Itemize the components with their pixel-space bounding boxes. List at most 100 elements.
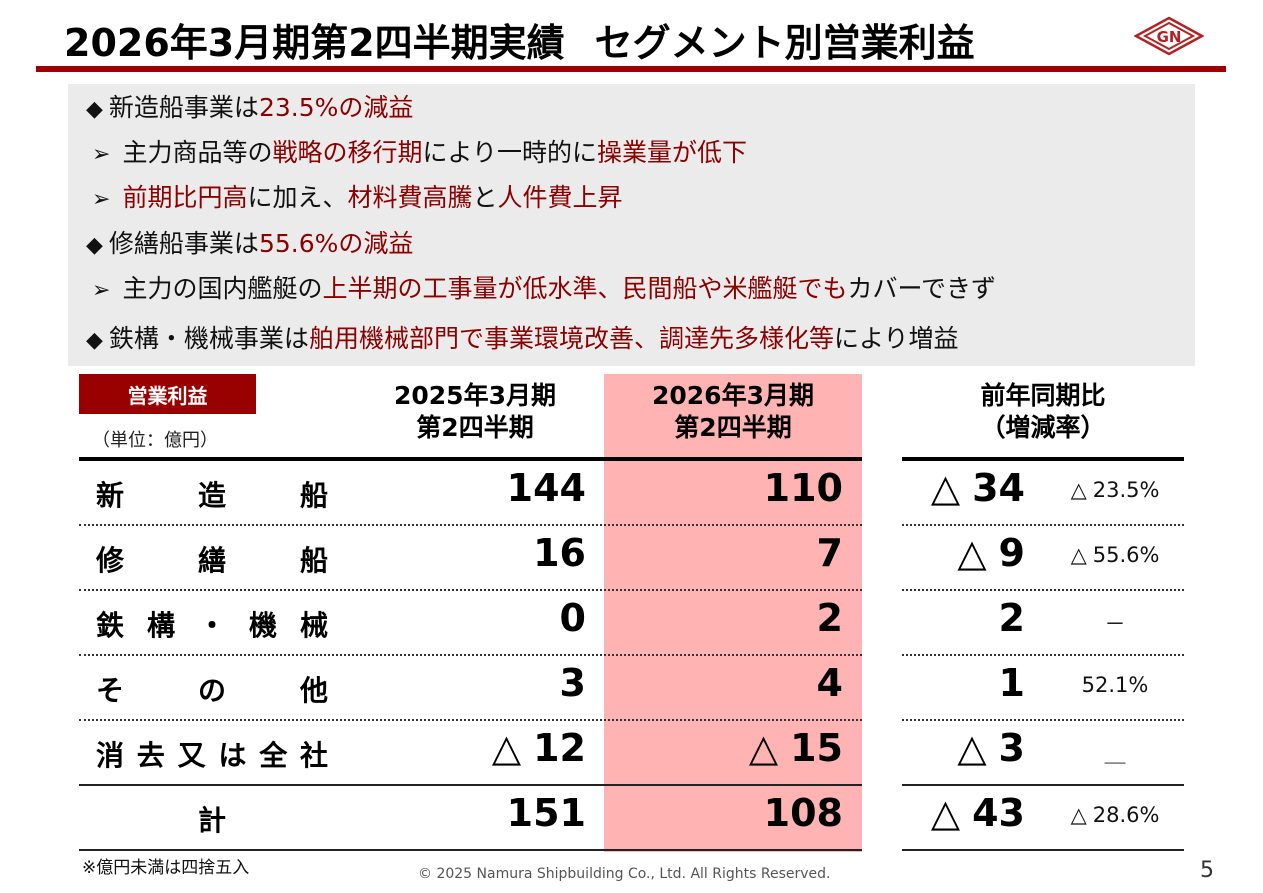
yoy-rate-value: 52.1% bbox=[1081, 673, 1149, 697]
negative-triangle-icon: △ bbox=[1070, 803, 1087, 827]
body-text: 新造船事業は bbox=[108, 93, 259, 122]
company-logo-icon: GN bbox=[1133, 16, 1205, 56]
arrow-bullet-icon: ➢ bbox=[92, 278, 111, 303]
curr-period-value-value: 2 bbox=[816, 596, 843, 640]
col-header-yoy-line1: 前年同期比 bbox=[980, 381, 1106, 410]
title-subject: セグメント別営業利益 bbox=[594, 21, 975, 65]
negative-triangle-icon: △ bbox=[491, 726, 522, 770]
highlight-text: 前期比円高 bbox=[122, 183, 248, 212]
copyright: © 2025 Namura Shipbuilding Co., Ltd. All… bbox=[418, 866, 831, 882]
body-text: カバーできず bbox=[847, 274, 996, 303]
yoy-rate: 52.1% bbox=[1050, 673, 1180, 697]
yoy-rate: △ 55.6% bbox=[1050, 543, 1180, 567]
segment-label-char: 船 bbox=[299, 479, 328, 512]
body-text: 鉄構・機械事業は bbox=[108, 324, 309, 353]
highlight-text: 上半期の工事量が低水準、民間船や米艦艇でも bbox=[322, 274, 848, 303]
current-period-highlight bbox=[604, 374, 862, 852]
col-header-prev: 2025年3月期 第2四半期 bbox=[360, 380, 590, 444]
curr-period-value-value: 15 bbox=[790, 726, 843, 770]
prev-period-value: 16 bbox=[533, 531, 586, 575]
row-divider bbox=[79, 524, 862, 526]
yoy-rate: － bbox=[1050, 608, 1180, 638]
segment-label-char: 去 bbox=[136, 739, 165, 772]
col-header-curr-line2: 第2四半期 bbox=[674, 413, 792, 442]
rounding-note: ※億円未満は四捨五入 bbox=[82, 858, 250, 878]
yoy-diff-value: △ 3 bbox=[957, 726, 1025, 770]
segment-label: 修繕船 bbox=[96, 539, 328, 579]
highlight-text: 操業量が低下 bbox=[596, 138, 747, 167]
yoy-diff-value-value: 34 bbox=[972, 466, 1025, 510]
row-divider bbox=[902, 524, 1184, 526]
prev-period-value-value: 16 bbox=[533, 531, 586, 575]
segment-label-char: 構 bbox=[146, 609, 175, 642]
curr-period-value-value: 4 bbox=[816, 661, 843, 705]
negative-triangle-icon: △ bbox=[957, 531, 987, 575]
yoy-rate: △ 28.6% bbox=[1050, 803, 1180, 827]
col-header-yoy-line2: （増減率） bbox=[980, 413, 1106, 442]
segment-label-char: 全 bbox=[259, 739, 288, 772]
row-divider bbox=[79, 589, 862, 591]
prev-period-value-value: 0 bbox=[559, 596, 586, 640]
segment-label-char: 又 bbox=[177, 739, 206, 772]
curr-period-value: 4 bbox=[817, 661, 843, 705]
header-rule-left bbox=[79, 457, 862, 461]
yoy-diff-value-value: 43 bbox=[972, 791, 1025, 835]
highlight-text: 材料費高騰 bbox=[347, 183, 473, 212]
segment-label: 鉄構・機械 bbox=[96, 604, 328, 644]
yoy-rate-value: 55.6% bbox=[1092, 543, 1160, 567]
diamond-bullet-icon: ◆ bbox=[86, 97, 103, 122]
segment-label-char: 消 bbox=[96, 739, 125, 772]
summary-line: ➢ 主力の国内艦艇の上半期の工事量が低水準、民間船や米艦艇でもカバーできず bbox=[92, 269, 996, 305]
body-text: 修繕船事業は bbox=[108, 229, 259, 258]
summary-box bbox=[68, 84, 1195, 366]
segment-label: 新造船 bbox=[96, 474, 328, 514]
segment-label-char: 新 bbox=[96, 479, 125, 512]
segment-label-char: の bbox=[197, 674, 226, 707]
highlight-text: 23.5%の減益 bbox=[258, 93, 414, 122]
curr-period-value-value: 7 bbox=[816, 531, 843, 575]
highlight-text: 戦略の移行期 bbox=[272, 138, 423, 167]
yoy-rate-value: 23.5% bbox=[1092, 478, 1160, 502]
negative-triangle-icon: △ bbox=[1070, 543, 1087, 567]
row-divider bbox=[79, 784, 862, 786]
col-header-curr: 2026年3月期 第2四半期 bbox=[604, 380, 862, 444]
segment-label-char: 修 bbox=[96, 544, 125, 577]
yoy-diff-value: △ 9 bbox=[957, 531, 1025, 575]
row-divider bbox=[902, 654, 1184, 656]
prev-period-value: 151 bbox=[507, 791, 586, 835]
yoy-diff-value: 1 bbox=[999, 661, 1025, 705]
negative-triangle-icon: △ bbox=[1070, 478, 1087, 502]
col-header-yoy: 前年同期比 （増減率） bbox=[902, 380, 1184, 444]
prev-period-value: 144 bbox=[507, 466, 586, 510]
col-header-prev-line1: 2025年3月期 bbox=[394, 381, 556, 410]
segment-label-char: ・ bbox=[197, 609, 226, 642]
body-text: と bbox=[472, 183, 498, 212]
highlight-text: 舶用機械部門で事業環境改善、調達先多様化等 bbox=[308, 324, 834, 353]
segment-label-char: 社 bbox=[299, 739, 328, 772]
summary-line: ➢ 主力商品等の戦略の移行期により一時的に操業量が低下 bbox=[92, 133, 747, 169]
row-divider bbox=[902, 784, 1184, 786]
negative-triangle-icon: △ bbox=[748, 726, 779, 770]
segment-label: その他 bbox=[96, 669, 328, 709]
arrow-bullet-icon: ➢ bbox=[92, 187, 111, 212]
prev-period-value-value: 3 bbox=[559, 661, 586, 705]
body-text: により一時的に bbox=[422, 138, 597, 167]
col-header-prev-line2: 第2四半期 bbox=[416, 413, 534, 442]
diamond-bullet-icon: ◆ bbox=[86, 233, 103, 258]
prev-period-value-value: 151 bbox=[506, 791, 586, 835]
prev-period-value: 0 bbox=[560, 596, 586, 640]
segment-label-char: 繕 bbox=[197, 544, 226, 577]
segment-label-char: 械 bbox=[299, 609, 328, 642]
highlight-text: 人件費上昇 bbox=[497, 183, 623, 212]
segment-label-char: 計 bbox=[197, 804, 226, 837]
title-period: 2026年3月期第2四半期実績 bbox=[64, 21, 565, 65]
segment-label: 消去又は全社 bbox=[96, 734, 328, 774]
curr-period-value: 2 bbox=[817, 596, 843, 640]
summary-line: ➢ 前期比円高に加え、材料費高騰と人件費上昇 bbox=[92, 178, 623, 214]
title-divider bbox=[36, 66, 1226, 72]
yoy-rate: ＿ bbox=[1050, 738, 1180, 768]
segment-label-char: そ bbox=[96, 674, 125, 707]
negative-triangle-icon: △ bbox=[930, 466, 961, 510]
body-text: により増益 bbox=[833, 324, 959, 353]
yoy-rate-value: ＿ bbox=[1104, 742, 1126, 766]
